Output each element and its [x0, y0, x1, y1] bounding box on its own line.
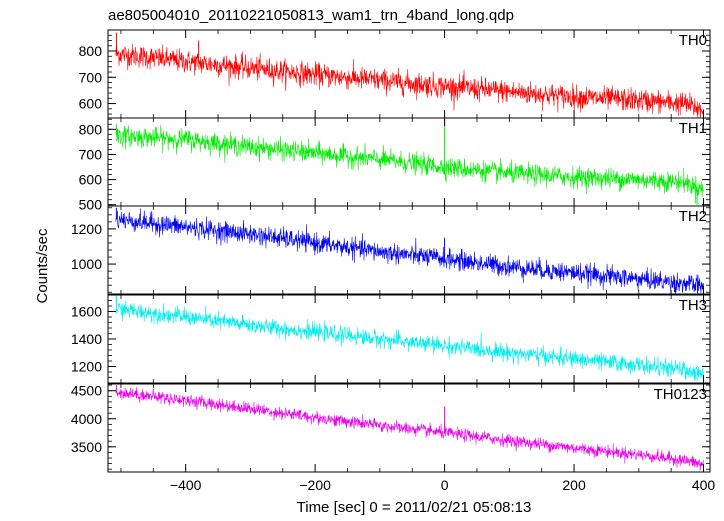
panel-label: TH3: [679, 297, 707, 314]
y-tick-label: 4500: [71, 383, 102, 399]
panel-th3: 1200 1400 1600 TH3: [71, 294, 711, 384]
y-tick-label: 1000: [71, 256, 102, 272]
panel-frame: [107, 294, 711, 384]
chart-title: ae805004010_20110221050813_wam1_trn_4ban…: [108, 7, 514, 24]
y-tick-label: 700: [79, 69, 103, 85]
panel-th1: 500 600 700 800 TH1: [79, 117, 711, 213]
y-tick-label: 1600: [71, 304, 102, 320]
x-tick-label: 400: [692, 477, 716, 493]
x-axis-label: Time [sec] 0 = 2011/02/21 05:08:13: [297, 499, 532, 516]
y-tick-label: 600: [79, 96, 103, 112]
y-tick-label: 1400: [71, 331, 102, 347]
y-tick-label: 800: [79, 121, 103, 137]
x-tick-label: 200: [562, 477, 586, 493]
panel-label: TH1: [679, 120, 707, 137]
y-tick-label: 1200: [71, 359, 102, 375]
panel-th0: 600 700 800 TH0: [79, 29, 711, 119]
x-tick-label: −200: [299, 477, 331, 493]
panel-label: TH2: [679, 208, 707, 225]
series-line-th2: [115, 208, 704, 294]
y-tick-label: 4000: [71, 411, 102, 427]
y-tick-label: 500: [79, 197, 103, 213]
y-tick-label: 800: [79, 43, 103, 59]
series-line-th0123: [115, 387, 704, 468]
series-line-th1: [115, 124, 704, 204]
y-tick-label: 600: [79, 172, 103, 188]
panel-label: TH0: [679, 32, 707, 49]
panels-layer: 600 700 800 TH0 500 600 700 800 TH1 1000 1200 TH2 12…: [71, 29, 716, 493]
panel-th2: 1000 1200 TH2: [71, 205, 711, 295]
y-axis-label: Counts/sec: [34, 228, 51, 304]
y-tick-label: 1200: [71, 221, 102, 237]
series-line-th0: [115, 43, 704, 118]
panel-frame: [107, 383, 711, 473]
y-tick-label: 700: [79, 146, 103, 162]
panel-label: TH0123: [654, 386, 707, 403]
panel-frame: [107, 117, 711, 207]
y-tick-label: 3500: [71, 439, 102, 455]
x-tick-label: −400: [170, 477, 202, 493]
series-line-th3: [115, 300, 704, 381]
x-tick-label: 0: [441, 477, 449, 493]
panel-th0123: 3500 4000 4500 TH0123 −400 −200 0 200 400: [71, 383, 716, 493]
